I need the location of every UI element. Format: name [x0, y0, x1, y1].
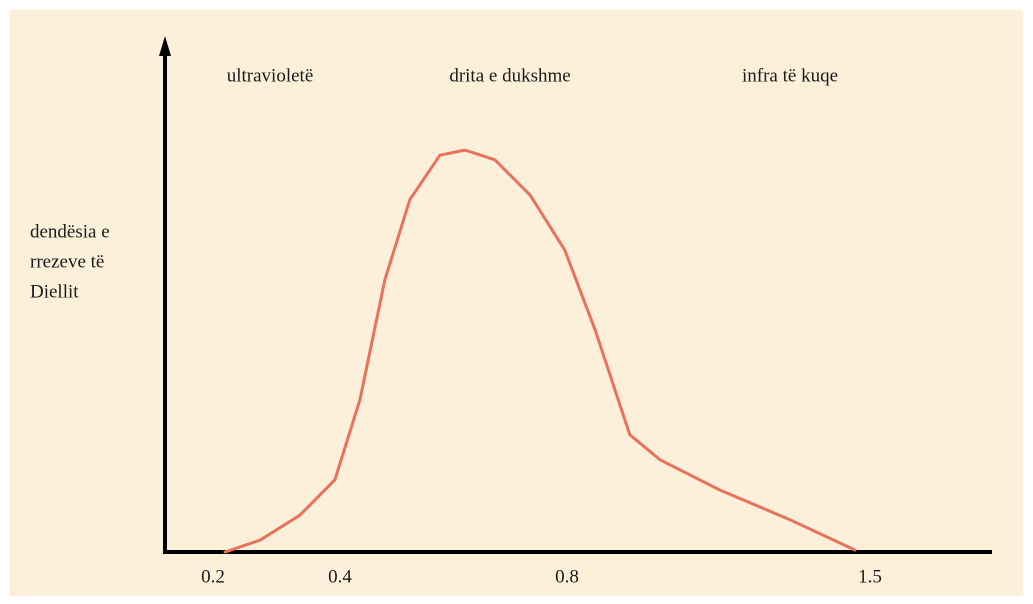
- y-axis-label: dendësia e: [30, 221, 110, 242]
- y-axis-label: Diellit: [30, 281, 79, 302]
- x-tick-label: 0.4: [328, 566, 352, 587]
- y-axis-label: rrezeve të: [30, 251, 104, 272]
- x-tick-label: 1.5: [858, 566, 882, 587]
- annotation: ultravioletë: [227, 65, 314, 86]
- annotation: infra të kuqe: [742, 65, 838, 86]
- x-tick-label: 0.2: [201, 566, 225, 587]
- curve: [223, 148, 857, 554]
- x-tick-label: 0.8: [555, 566, 579, 587]
- background: [10, 10, 1023, 596]
- annotation: drita e dukshme: [449, 65, 570, 86]
- y-axis-arrow: [159, 36, 171, 56]
